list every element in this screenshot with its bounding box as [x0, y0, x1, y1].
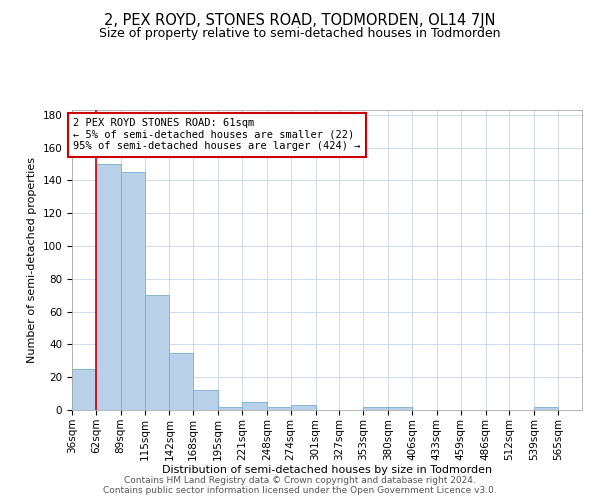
Bar [193, 390, 218, 410]
Bar [388, 406, 412, 410]
Bar [169, 352, 193, 410]
Bar [218, 406, 242, 410]
Text: 2, PEX ROYD, STONES ROAD, TODMORDEN, OL14 7JN: 2, PEX ROYD, STONES ROAD, TODMORDEN, OL1… [104, 12, 496, 28]
Bar [291, 405, 316, 410]
Bar [145, 295, 169, 410]
Y-axis label: Number of semi-detached properties: Number of semi-detached properties [27, 157, 37, 363]
Text: Contains public sector information licensed under the Open Government Licence v3: Contains public sector information licen… [103, 486, 497, 495]
Bar [363, 406, 388, 410]
Bar [96, 164, 121, 410]
Bar [267, 406, 291, 410]
Text: Size of property relative to semi-detached houses in Todmorden: Size of property relative to semi-detach… [99, 28, 501, 40]
Bar [72, 369, 96, 410]
Bar [242, 402, 267, 410]
Text: Contains HM Land Registry data © Crown copyright and database right 2024.: Contains HM Land Registry data © Crown c… [124, 476, 476, 485]
X-axis label: Distribution of semi-detached houses by size in Todmorden: Distribution of semi-detached houses by … [162, 466, 492, 475]
Bar [121, 172, 145, 410]
Text: 2 PEX ROYD STONES ROAD: 61sqm
← 5% of semi-detached houses are smaller (22)
95% : 2 PEX ROYD STONES ROAD: 61sqm ← 5% of se… [73, 118, 361, 152]
Bar [534, 406, 558, 410]
